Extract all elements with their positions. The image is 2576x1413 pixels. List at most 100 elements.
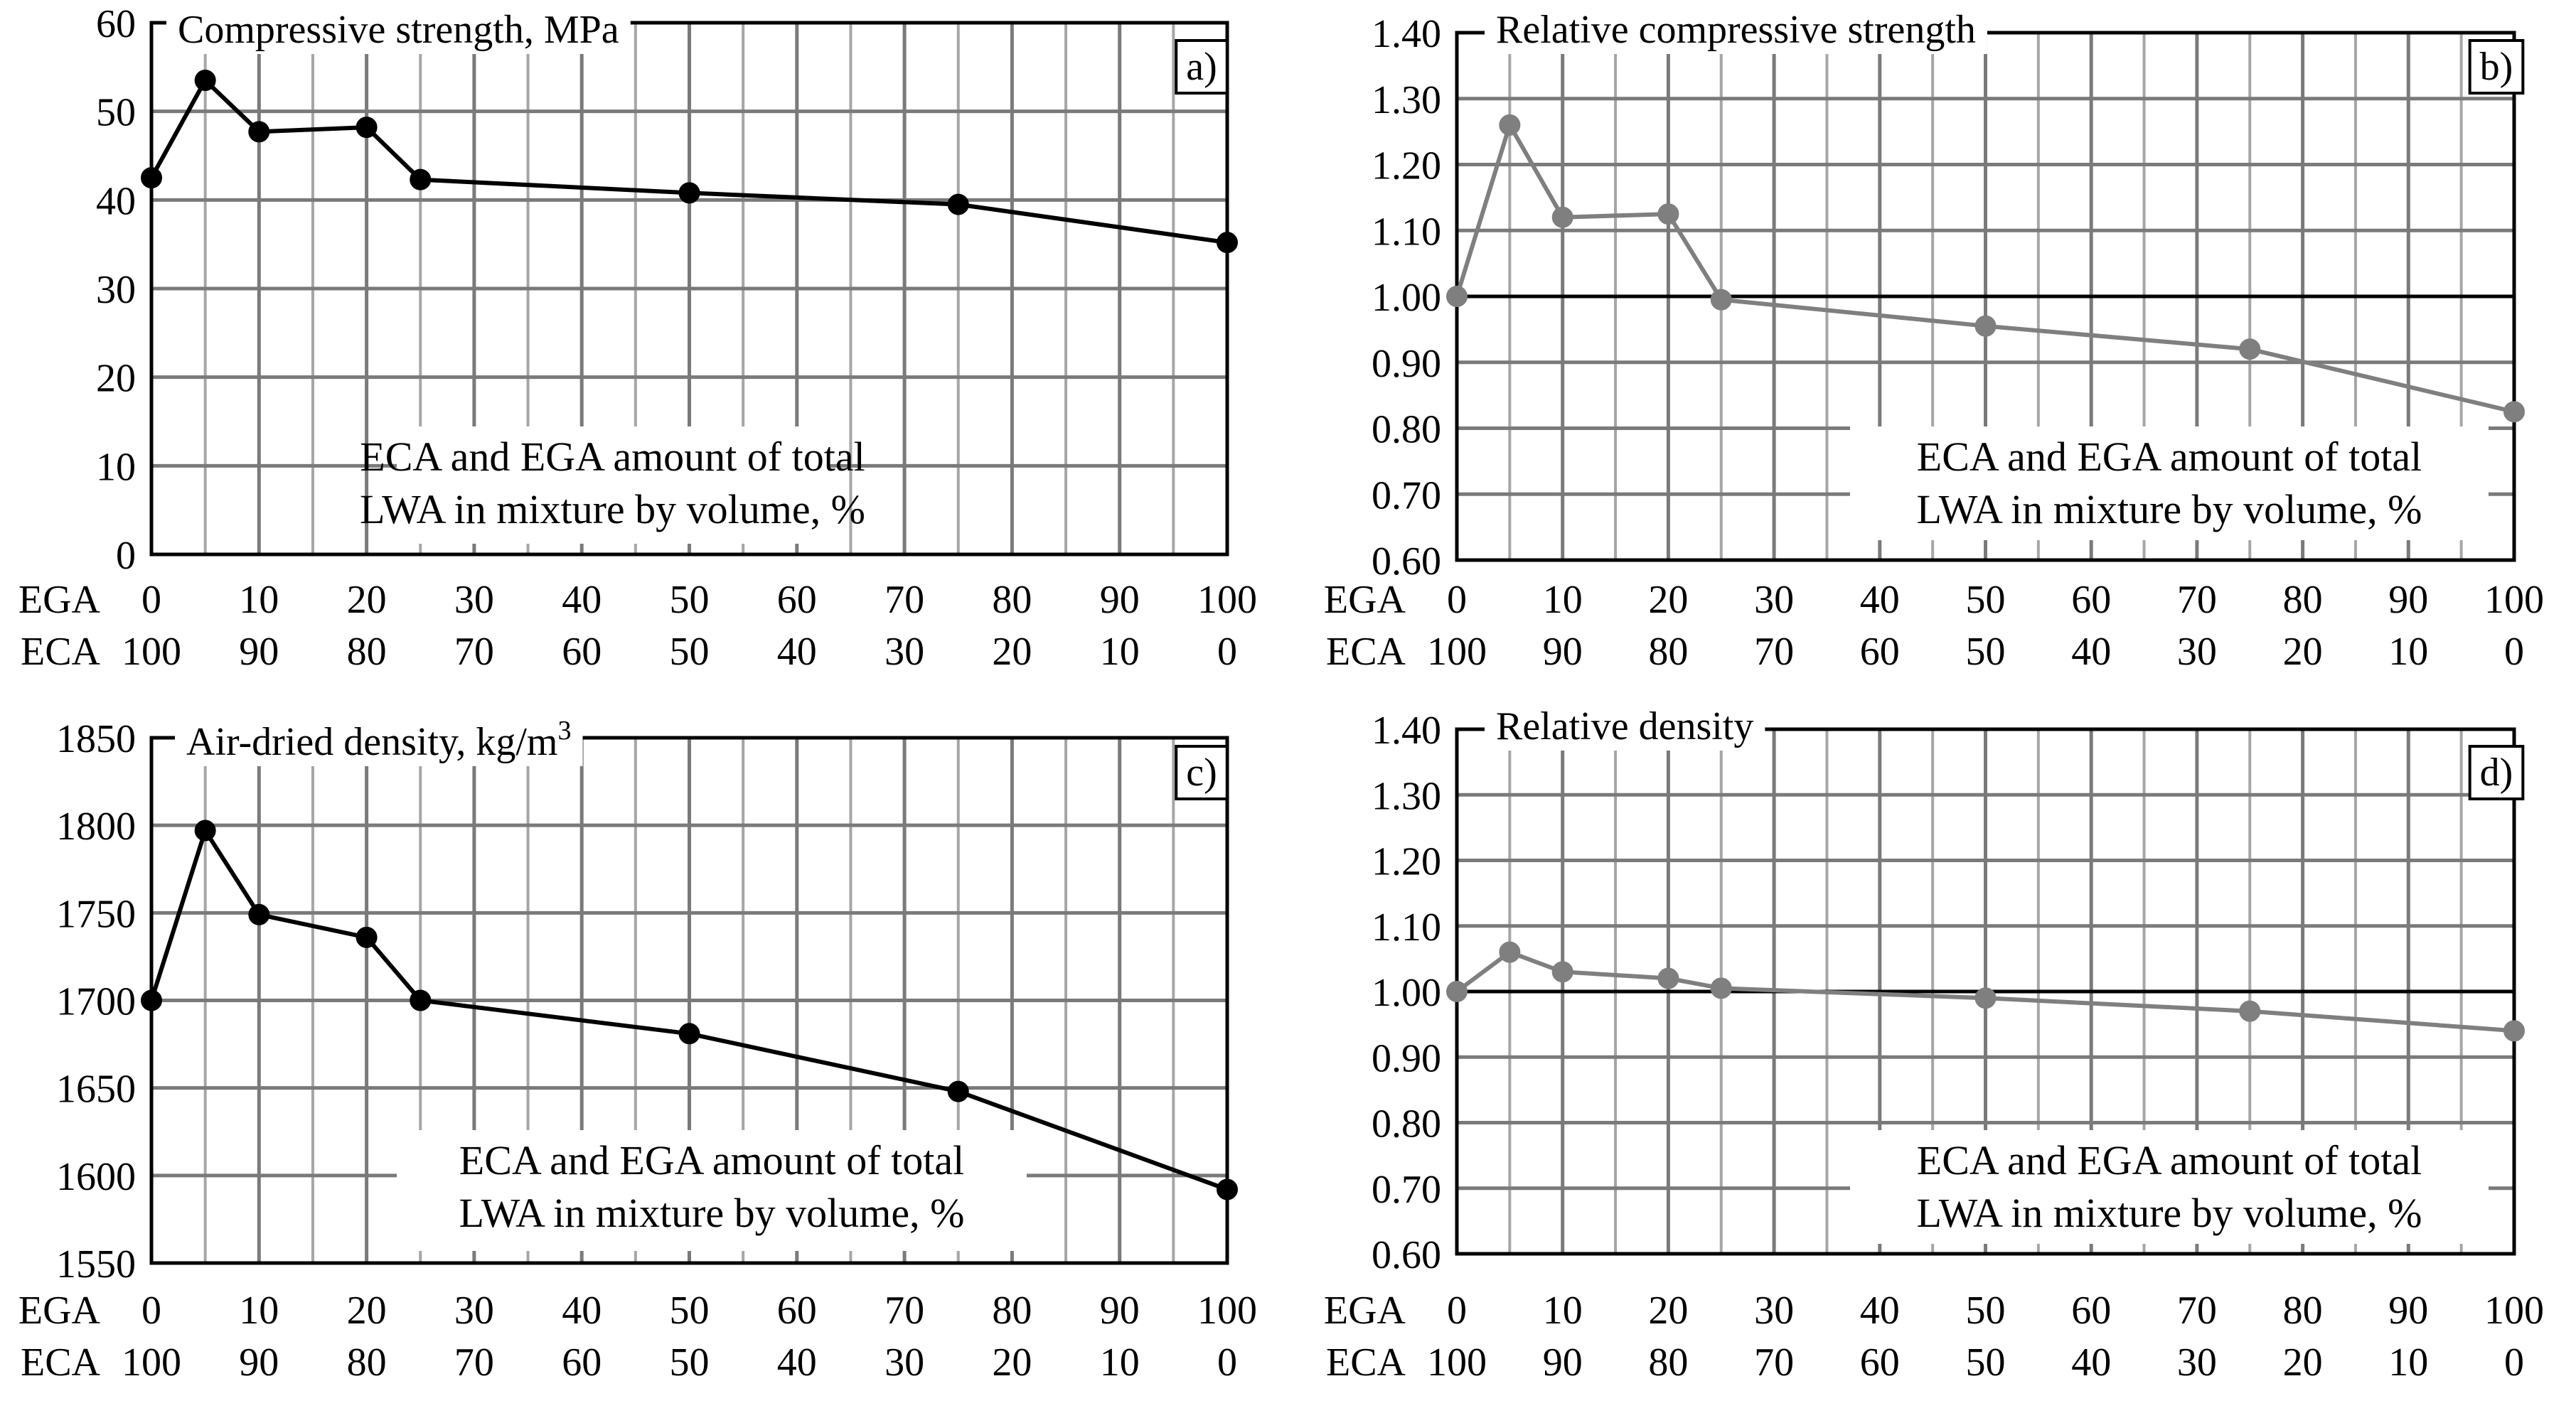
chart-title: Air-dried density, kg/m3 — [186, 716, 571, 764]
y-tick-label: 30 — [96, 268, 136, 312]
x-tick-label: 50 — [670, 630, 710, 674]
chart-title: Relative compressive strength — [1496, 8, 1976, 52]
x-tick-label: 80 — [992, 1289, 1032, 1333]
chart-panel-c: 1550 1600 1650 1700 1750 1800 1850 Air-dried de… — [18, 715, 1257, 1385]
x-tick-label: 50 — [1966, 1341, 2006, 1385]
chart-panel-a: 0 10 20 30 40 50 60 Compressive strength, MPa a)… — [18, 2, 1257, 674]
y-tick-label: 1600 — [56, 1155, 136, 1199]
data-point — [1657, 203, 1679, 225]
x-tick-label: 50 — [670, 578, 710, 622]
x-tick-label: 90 — [239, 630, 279, 674]
x-tick-label: 100 — [122, 630, 181, 674]
x-tick-label: 50 — [1966, 1289, 2006, 1333]
data-point — [947, 193, 969, 215]
x-tick-label: 30 — [1754, 578, 1794, 622]
x-tick-label: 40 — [562, 1289, 602, 1333]
plot-frame — [149, 21, 1229, 557]
data-point — [1710, 977, 1732, 999]
x-tick-label: 30 — [454, 1289, 494, 1333]
x-tick-label: 20 — [992, 1341, 1032, 1385]
x-tick-label: 40 — [777, 1341, 817, 1385]
chart-title: Relative density — [1496, 704, 1753, 748]
x-row-name: EGA — [1324, 578, 1406, 622]
data-point — [1551, 206, 1573, 228]
data-point — [947, 1080, 969, 1102]
y-tick-label: 1850 — [56, 717, 136, 761]
x-tick-label: 30 — [885, 1341, 924, 1385]
data-point — [678, 1023, 700, 1045]
x-axis-label-line: LWA in mixture by volume, % — [1917, 486, 2422, 532]
y-tick-label: 1.00 — [1372, 276, 1441, 320]
data-point — [1974, 315, 1997, 337]
x-tick-label: 20 — [347, 1289, 387, 1333]
x-tick-label: 100 — [2484, 1289, 2544, 1333]
x-tick-label: 60 — [777, 1289, 817, 1333]
panel-label-box — [1175, 745, 1229, 800]
x-tick-label: 20 — [1648, 578, 1688, 622]
y-tick-label: 1.30 — [1372, 774, 1441, 818]
x-tick-label: 60 — [562, 1341, 602, 1385]
x-tick-label: 100 — [1197, 578, 1257, 622]
chart-panel-b: 0.60 0.70 0.80 0.90 1.00 1.10 1.20 1.30 1.40 Rela… — [1324, 3, 2544, 674]
panel-label-box — [1175, 39, 1229, 95]
y-tick-label: 0.90 — [1372, 342, 1441, 386]
xlabel-background — [1850, 1130, 2489, 1244]
xlabel-background — [1850, 426, 2489, 540]
y-tick-label: 1750 — [56, 892, 136, 936]
panel-label: a) — [1186, 45, 1217, 89]
x-tick-label: 100 — [122, 1341, 181, 1385]
y-tick-label: 1.20 — [1372, 144, 1441, 188]
xlabel-background — [397, 1130, 1027, 1251]
x-row-name: ECA — [21, 630, 101, 674]
y-tick-label: 1.40 — [1372, 709, 1441, 753]
data-point — [2239, 338, 2261, 360]
y-tick-label: 0.60 — [1372, 539, 1441, 584]
y-tick-label: 0 — [116, 534, 136, 578]
data-point — [356, 926, 378, 948]
y-tick-label: 0.90 — [1372, 1036, 1441, 1080]
data-point — [248, 903, 270, 925]
x-tick-label: 80 — [347, 1341, 387, 1385]
chart-title-text: Air-dried density, kg/m — [186, 720, 557, 764]
y-tick-label: 0.80 — [1372, 1102, 1441, 1146]
panel-label-box — [2468, 39, 2525, 95]
x-tick-label: 10 — [1100, 630, 1140, 674]
y-tick-label: 1700 — [56, 980, 136, 1024]
x-tick-label: 60 — [1860, 1341, 1900, 1385]
x-tick-label: 0 — [141, 1289, 161, 1333]
title-background — [175, 715, 583, 766]
data-point — [1446, 286, 1468, 307]
x-tick-label: 40 — [2071, 1341, 2111, 1385]
panel-label: d) — [2480, 751, 2513, 795]
data-point — [1446, 981, 1468, 1002]
x-tick-label: 90 — [1543, 630, 1583, 674]
data-point — [410, 989, 432, 1011]
x-tick-label: 100 — [1427, 1341, 1487, 1385]
x-tick-label: 70 — [1754, 630, 1794, 674]
x-tick-label: 90 — [2388, 1289, 2428, 1333]
x-tick-label: 80 — [2283, 578, 2323, 622]
x-tick-label: 90 — [239, 1341, 279, 1385]
y-tick-label: 1.30 — [1372, 78, 1441, 122]
data-point — [1217, 232, 1238, 254]
x-tick-label: 100 — [1197, 1289, 1257, 1333]
y-tick-label: 50 — [96, 91, 136, 135]
y-tick-label: 1650 — [56, 1068, 136, 1112]
x-axis-label-line: LWA in mixture by volume, % — [459, 1190, 965, 1236]
xlabel-background — [397, 426, 828, 544]
data-point — [1499, 114, 1521, 136]
series-line — [149, 828, 1229, 1192]
x-tick-label: 70 — [2177, 578, 2217, 622]
x-tick-label: 0 — [1217, 630, 1237, 674]
x-tick-label: 80 — [992, 578, 1032, 622]
x-row-name: EGA — [18, 578, 101, 622]
data-point — [1217, 1178, 1238, 1200]
x-tick-label: 50 — [1966, 630, 2006, 674]
x-tick-label: 50 — [670, 1341, 710, 1385]
series-line — [149, 78, 1228, 245]
x-tick-label: 10 — [2388, 1341, 2428, 1385]
x-tick-label: 0 — [2504, 1341, 2524, 1385]
x-tick-label: 80 — [347, 630, 387, 674]
x-tick-label: 40 — [1860, 578, 1900, 622]
